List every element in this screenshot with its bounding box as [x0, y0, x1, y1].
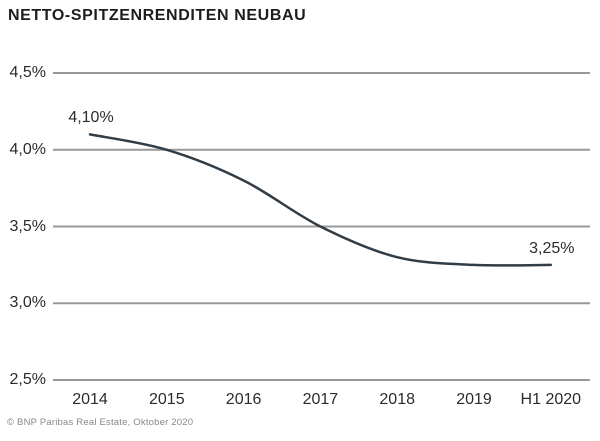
x-axis-tick-label: 2016	[225, 391, 262, 408]
x-axis-tick-label: H1 2020	[520, 391, 582, 408]
data-point-label-first: 4,10%	[68, 109, 114, 127]
chart-title: NETTO-SPITZENRENDITEN NEUBAU	[8, 7, 307, 24]
source-credit: © BNP Paribas Real Estate, Oktober 2020	[7, 417, 194, 428]
y-axis-tick-label: 4,0%	[9, 140, 46, 158]
y-axis-tick-label: 2,5%	[9, 371, 46, 388]
x-axis-tick-label: 2018	[379, 391, 415, 408]
x-axis-tick-label: 2015	[149, 391, 185, 408]
data-point-label-last: 3,25%	[529, 239, 575, 257]
y-axis-tick-label: 3,0%	[9, 294, 46, 312]
x-axis-tick-label: 2019	[456, 391, 492, 408]
x-axis-tick-label: 2014	[72, 391, 108, 408]
series-line	[88, 133, 553, 267]
x-axis-tick-label: 2017	[302, 391, 339, 408]
y-axis-tick-label: 4,5%	[9, 64, 46, 81]
y-axis-tick-label: 3,5%	[9, 217, 46, 235]
